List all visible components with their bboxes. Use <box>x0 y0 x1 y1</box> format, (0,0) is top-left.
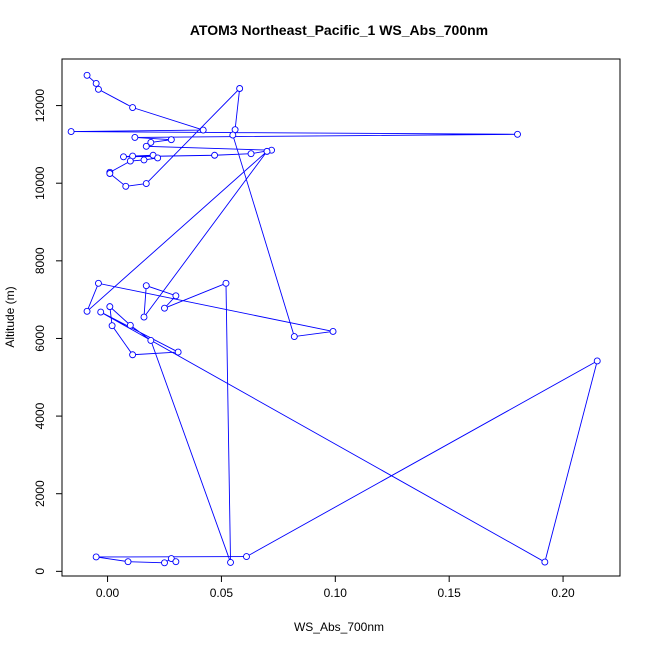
data-point <box>167 136 175 144</box>
y-tick-label: 2000 <box>33 480 47 507</box>
series-layer <box>67 71 601 567</box>
data-point <box>120 153 127 161</box>
data-point <box>124 558 132 566</box>
data-point <box>129 351 137 359</box>
chart-title: ATOM3 Northeast_Pacific_1 WS_Abs_700nm <box>190 22 488 38</box>
data-point <box>236 85 244 92</box>
x-tick-label: 0.00 <box>96 586 120 600</box>
data-point <box>142 142 150 150</box>
x-tick-label: 0.05 <box>210 586 234 600</box>
data-point <box>106 303 114 311</box>
data-point <box>94 279 102 287</box>
data-point <box>83 71 91 79</box>
data-point <box>211 151 219 159</box>
data-point <box>142 282 150 290</box>
data-point <box>106 170 114 177</box>
series-line <box>71 74 598 564</box>
data-point <box>147 138 155 146</box>
data-point <box>247 150 255 158</box>
data-point <box>172 292 180 300</box>
data-point <box>147 336 155 344</box>
y-tick-label: 8000 <box>33 247 47 274</box>
x-axis-label: WS_Abs_700nm <box>294 620 384 634</box>
x-tick-label: 0.15 <box>438 586 462 600</box>
x-tick-label: 0.10 <box>324 586 348 600</box>
data-point <box>290 333 298 340</box>
y-tick-label: 12000 <box>33 89 47 123</box>
data-point <box>142 180 150 188</box>
data-point <box>126 157 134 165</box>
data-point <box>83 307 91 315</box>
data-point <box>126 321 134 329</box>
data-point <box>167 555 175 562</box>
data-point <box>108 322 116 330</box>
y-axis-label: Altitude (m) <box>3 286 17 347</box>
data-point <box>329 328 337 335</box>
data-point <box>154 154 162 162</box>
data-point <box>514 130 521 138</box>
x-axis: 0.00 0.05 0.10 0.15 0.20 <box>96 575 575 600</box>
data-point <box>129 104 137 111</box>
y-tick-label: 6000 <box>33 325 47 352</box>
data-point <box>593 357 601 365</box>
data-point <box>140 156 148 164</box>
data-point <box>140 313 148 321</box>
data-point <box>222 279 230 287</box>
data-point <box>541 558 549 566</box>
data-point <box>122 182 130 190</box>
data-point <box>243 553 250 561</box>
data-point <box>199 126 207 134</box>
data-point <box>92 553 100 561</box>
data-point <box>97 308 105 316</box>
data-point <box>227 558 234 566</box>
data-point <box>174 348 182 356</box>
data-point <box>94 85 102 93</box>
y-tick-label: 0 <box>33 568 47 575</box>
data-point <box>67 128 75 136</box>
data-point <box>131 133 139 141</box>
data-point <box>172 558 180 566</box>
y-tick-label: 4000 <box>33 402 47 429</box>
data-point <box>161 304 168 312</box>
y-axis: 0 2000 4000 6000 8000 10000 12000 <box>33 89 63 575</box>
data-point <box>263 147 271 155</box>
data-point <box>161 559 168 567</box>
data-point <box>92 80 100 87</box>
y-tick-label: 10000 <box>33 166 47 200</box>
data-point <box>229 131 237 139</box>
x-tick-label: 0.20 <box>551 586 575 600</box>
